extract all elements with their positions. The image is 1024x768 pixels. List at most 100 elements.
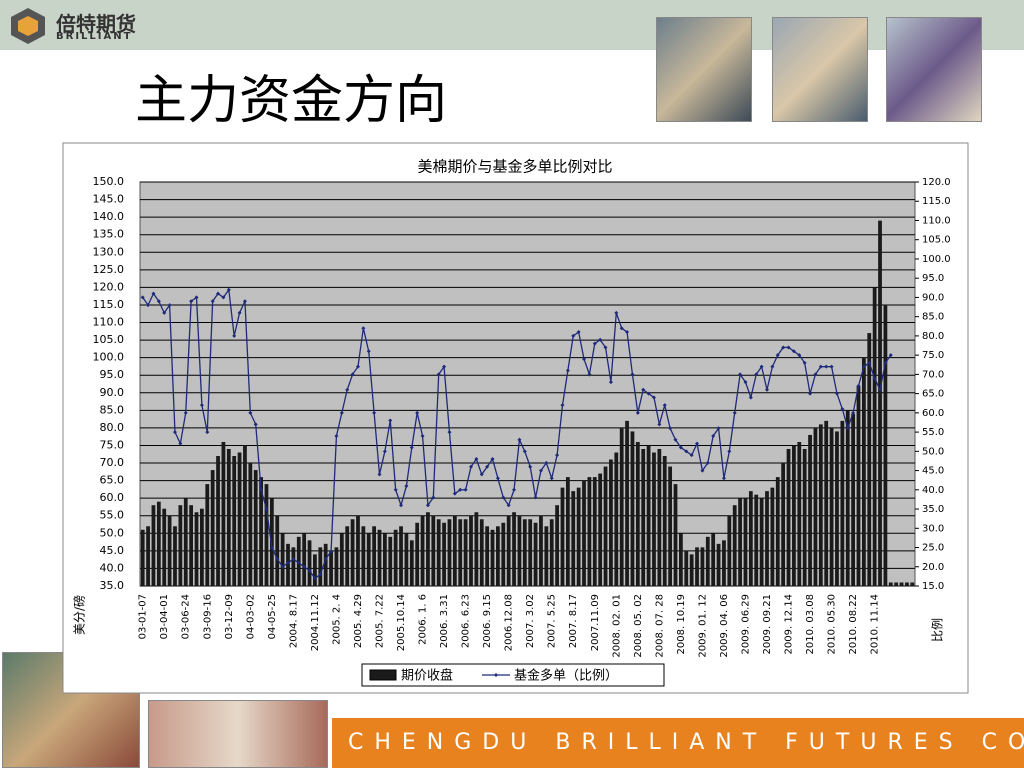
line-marker [754,372,759,377]
x-tick-label: 2004. 8.17 [288,594,299,648]
y2-tick-label: 85.0 [922,312,944,323]
bar [237,452,242,586]
y2-tick-label: 80.0 [922,331,944,342]
bar [496,526,500,586]
bar [905,582,909,586]
bar [705,536,710,586]
line-marker [280,564,285,569]
legend-label: 基金多单（比例） [514,668,618,684]
bar [635,441,640,586]
bar [501,522,506,586]
line-marker [221,295,226,300]
line-marker [512,487,517,492]
bar [609,459,613,586]
line-marker [716,426,721,431]
y-tick-label: 35.0 [100,579,125,592]
bar [291,547,296,586]
bar [797,441,802,586]
y-tick-label: 60.0 [100,491,125,504]
line-marker [555,453,560,458]
line-marker [345,387,350,392]
y-tick-label: 90.0 [100,386,125,399]
line-marker [286,560,291,565]
x-tick-label: 2005. 7.22 [374,594,385,648]
bar [167,515,172,586]
y2-tick-label: 95.0 [922,273,944,284]
chart-title: 美棉期价与基金多单比例对比 [417,158,612,176]
y-tick-label: 110.0 [93,316,125,329]
line-marker [808,391,813,396]
line-marker [587,372,592,377]
bar [738,498,742,586]
bar [361,526,366,586]
bar [743,498,748,586]
bar [275,515,280,586]
line-marker [732,410,737,415]
photo [148,700,328,768]
line-marker [824,364,829,369]
line-marker [845,426,850,431]
line-marker [420,433,425,438]
slide-title: 主力资金方向 [135,71,448,131]
line-marker [759,364,764,369]
bar [845,410,850,586]
line-marker [226,287,231,292]
bar [243,445,247,586]
line-marker [770,364,775,369]
line-marker [678,445,683,450]
bar [264,484,269,586]
line-marker [748,395,753,400]
bar [679,533,683,586]
line-marker [517,437,522,442]
line-marker [334,433,339,438]
line-marker [312,576,317,581]
bar [560,487,565,586]
x-tick-label: 04-03-02 [245,594,256,639]
line-marker [528,464,533,469]
line-marker [603,345,608,350]
line-marker [630,372,635,377]
bar [824,420,829,586]
bar [479,519,484,586]
x-tick-label: 2006.12.08 [504,594,515,651]
y-tick-label: 100.0 [93,351,125,364]
bar [775,477,780,586]
line-marker [431,495,436,500]
line-marker [463,487,468,492]
line-marker [183,410,188,415]
y-tick-label: 55.0 [100,509,125,522]
line-marker [856,383,861,388]
bar [447,519,452,586]
bar [722,540,726,586]
line-marker [474,457,479,462]
bar [662,456,667,586]
bar [808,434,812,586]
line-marker [625,330,630,335]
y-tick-label: 135.0 [93,228,125,241]
y2-tick-label: 35.0 [922,504,944,515]
bar [415,522,420,586]
bar [878,220,882,586]
bar [835,431,839,586]
line-marker [269,545,274,550]
line-marker [237,310,242,315]
y2-tick-label: 45.0 [922,466,944,477]
line-marker [178,441,183,446]
bar [318,547,323,586]
line-marker [791,349,796,354]
line-marker [355,364,360,369]
line-marker [167,303,172,308]
bar [307,540,312,586]
bar [302,533,307,586]
y-tick-label: 145.0 [93,193,125,206]
bar [345,526,350,586]
line-marker [861,364,866,369]
y-tick-label: 45.0 [100,544,125,557]
bar [156,501,161,586]
bar [555,505,559,586]
bar [151,505,156,586]
line-marker [404,483,409,488]
line-marker [549,476,554,481]
bar [431,515,436,586]
